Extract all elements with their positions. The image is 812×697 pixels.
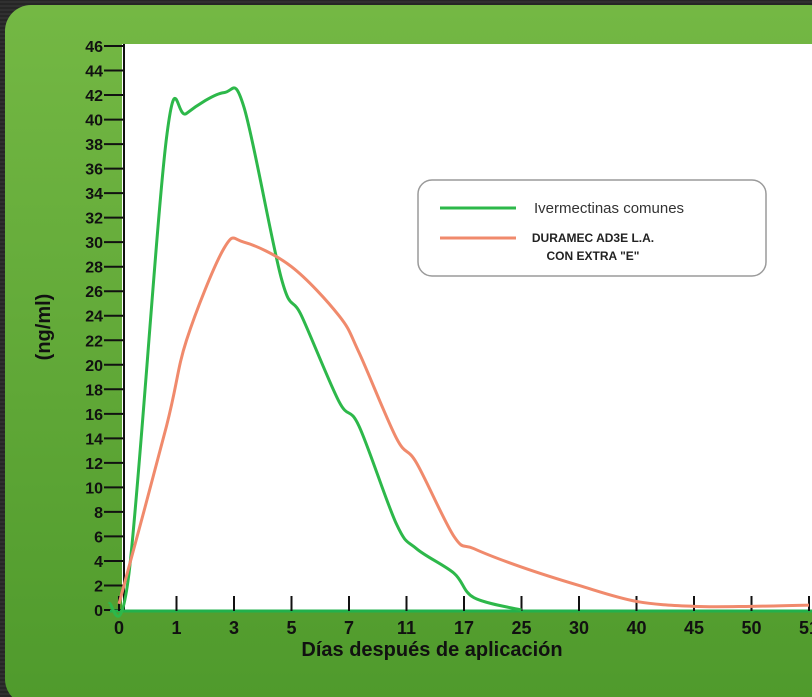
y-tick-label: 16	[85, 407, 103, 424]
legend-box	[417, 179, 767, 277]
x-tick-label: 50	[741, 618, 761, 638]
x-axis: 0 1 3 5 7 11 17 25 30 40 45 50 51	[110, 596, 812, 638]
y-tick-label: 26	[85, 284, 103, 301]
y-tick-label: 0	[94, 603, 103, 620]
legend: Ivermectinas comunes DURAMEC AD3E L.A. C…	[417, 179, 767, 277]
x-tick-label: 40	[626, 618, 646, 638]
y-tick-label: 4	[94, 554, 103, 571]
series-line-ivermectinas	[107, 86, 522, 618]
y-tick-label: 38	[85, 137, 103, 154]
y-tick-label: 32	[85, 211, 103, 228]
y-tick-label: 2	[94, 578, 103, 595]
legend-label-ivermectinas: Ivermectinas comunes	[534, 200, 684, 217]
x-tick-label: 1	[171, 618, 181, 638]
y-tick-label: 14	[85, 431, 103, 448]
x-tick-label: 11	[397, 618, 416, 638]
y-tick-label: 10	[85, 480, 103, 497]
y-axis: 0246810121416182022242628303234363840424…	[85, 39, 125, 620]
y-tick-label: 18	[85, 382, 103, 399]
x-tick-label: 17	[454, 618, 474, 638]
x-tick-label: 25	[511, 618, 531, 638]
x-axis-label: Días después de aplicación	[301, 639, 562, 661]
y-tick-label: 36	[85, 162, 103, 179]
legend-label-duramec-line1: DURAMEC AD3E L.A.	[532, 231, 654, 245]
y-tick-label: 28	[85, 260, 103, 277]
y-tick-label: 6	[94, 529, 103, 546]
series-line-duramec	[117, 236, 810, 609]
y-tick-label: 40	[85, 113, 103, 130]
plot-area	[122, 44, 812, 610]
y-tick-label: 20	[85, 358, 103, 375]
y-tick-label: 44	[85, 64, 103, 81]
x-tick-label: 45	[684, 618, 704, 638]
legend-label-duramec-line2: CON EXTRA "E"	[547, 249, 640, 263]
y-axis-label: (ng/ml)	[33, 294, 55, 361]
x-tick-label: 30	[569, 618, 589, 638]
y-tick-label: 22	[85, 333, 103, 350]
x-tick-label: 0	[114, 618, 124, 638]
y-tick-label: 24	[85, 309, 103, 326]
x-tick-label: 3	[229, 618, 239, 638]
x-tick-label: 7	[344, 618, 354, 638]
y-tick-label: 34	[85, 186, 103, 203]
y-tick-label: 42	[85, 88, 103, 105]
y-tick-label: 12	[85, 456, 103, 473]
x-tick-label: 5	[286, 618, 296, 638]
y-tick-label: 46	[85, 39, 103, 56]
y-tick-label: 30	[85, 235, 103, 252]
series-layer	[107, 86, 810, 618]
x-tick-label: 51	[799, 618, 812, 638]
y-tick-label: 8	[94, 505, 103, 522]
